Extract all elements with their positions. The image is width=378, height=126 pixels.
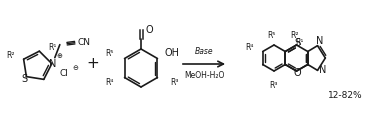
Text: OH: OH xyxy=(165,49,180,58)
Text: +: + xyxy=(87,56,99,71)
Text: R⁵: R⁵ xyxy=(267,32,275,40)
Text: R²: R² xyxy=(6,51,15,60)
Text: ⊖: ⊖ xyxy=(72,65,78,71)
Text: R¹: R¹ xyxy=(295,38,304,47)
Text: S: S xyxy=(21,74,28,84)
Text: Base: Base xyxy=(195,48,213,56)
Text: Cl: Cl xyxy=(60,70,68,78)
Text: N: N xyxy=(316,36,323,46)
Text: O: O xyxy=(145,25,153,35)
Text: O: O xyxy=(294,68,301,78)
Text: ⊕: ⊕ xyxy=(56,53,62,59)
Text: MeOH-H₂O: MeOH-H₂O xyxy=(184,71,224,80)
Text: CN: CN xyxy=(77,38,90,47)
Text: R⁴: R⁴ xyxy=(105,78,113,87)
Text: R⁴: R⁴ xyxy=(245,43,254,52)
Text: R¹: R¹ xyxy=(48,43,57,52)
Text: N: N xyxy=(319,65,326,75)
Text: 12-82%: 12-82% xyxy=(328,91,362,101)
Text: R⁵: R⁵ xyxy=(105,49,113,58)
Text: S: S xyxy=(294,38,301,48)
Text: R³: R³ xyxy=(270,81,278,90)
Text: N: N xyxy=(49,59,56,69)
Text: R³: R³ xyxy=(170,78,179,87)
Text: R²: R² xyxy=(290,32,299,40)
